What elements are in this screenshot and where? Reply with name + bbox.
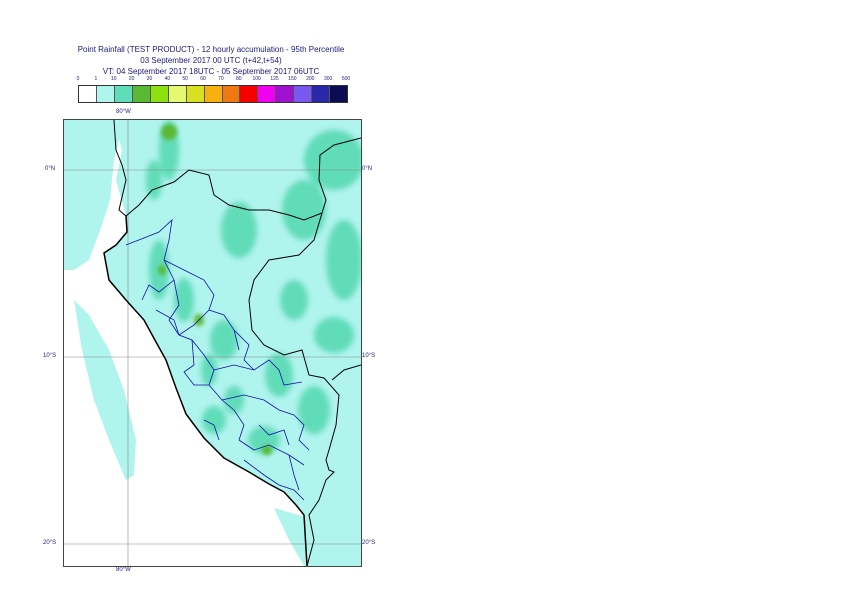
legend-box-14 [330, 86, 348, 102]
moderate-rain-patches [146, 120, 361, 454]
lat-label-right-20: 20°S [362, 540, 376, 546]
lat-label-right-10: 10°S [362, 353, 376, 359]
legend-label-8: 70 [218, 76, 224, 82]
title-line-2: 03 September 2017 00 UTC (t+42,t+54) [140, 56, 282, 65]
legend-box-1 [96, 86, 115, 102]
legend-box-8 [222, 86, 241, 102]
legend-label-13: 200 [306, 76, 315, 82]
title-line-3: VT: 04 September 2017 18UTC - 05 Septemb… [102, 67, 320, 76]
legend-box-7 [204, 86, 223, 102]
legend-labels: 0 1 10 20 30 40 50 60 70 80 100 125 150 200 300 500 [76, 76, 351, 85]
legend-box-6 [186, 86, 205, 102]
color-legend: 0 1 10 20 30 40 50 60 70 80 100 125 150 200 300 500 [76, 76, 351, 103]
legend-label-14: 300 [323, 76, 333, 82]
title-line-1: Point Rainfall (TEST PRODUCT) - 12 hourl… [77, 45, 345, 54]
legend-label-4: 30 [146, 76, 153, 82]
admin-boundaries [125, 218, 310, 501]
legend-label-7: 60 [200, 76, 206, 82]
country-borders [125, 137, 361, 566]
legend-label-5: 40 [164, 76, 171, 82]
map-canvas [64, 120, 361, 566]
legend-box-13 [312, 86, 331, 102]
lon-label-top: 80°W [116, 109, 131, 115]
legend-label-11: 125 [270, 76, 279, 82]
legend-label-12: 150 [288, 76, 297, 82]
legend-box-11 [276, 86, 295, 102]
legend-label-3: 20 [128, 76, 135, 82]
lat-label-left-0: 0°N [45, 166, 56, 172]
rainfall-map [63, 119, 362, 567]
lat-label-left-20: 20°S [43, 540, 57, 546]
legend-box-5 [168, 86, 187, 102]
legend-color-boxes [78, 85, 348, 103]
lat-label-right-0: 0°N [362, 166, 373, 172]
legend-label-1: 1 [94, 76, 98, 82]
lon-label-bottom: 80°W [116, 567, 131, 573]
legend-label-10: 100 [252, 76, 261, 82]
legend-box-0 [79, 86, 97, 102]
coastline [103, 120, 308, 566]
legend-box-4 [150, 86, 169, 102]
legend-label-9: 80 [236, 76, 242, 82]
legend-label-2: 10 [110, 76, 117, 82]
legend-box-2 [114, 86, 133, 102]
legend-label-6: 50 [182, 76, 188, 82]
legend-label-0: 0 [76, 76, 80, 82]
lat-label-left-10: 10°S [43, 353, 57, 359]
legend-box-9 [240, 86, 259, 102]
graticule [64, 120, 361, 566]
legend-box-10 [258, 86, 277, 102]
legend-box-3 [132, 86, 151, 102]
legend-box-12 [294, 86, 313, 102]
legend-label-15: 500 [341, 76, 351, 82]
